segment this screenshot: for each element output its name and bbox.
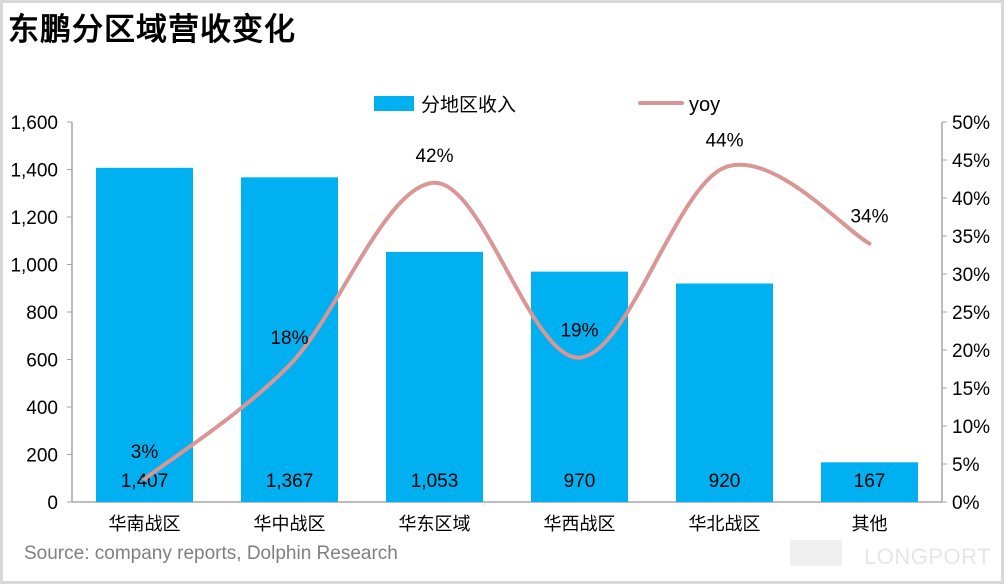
- bar: [386, 251, 483, 502]
- yoy-data-label: 42%: [415, 146, 453, 167]
- bar-data-label: 920: [709, 471, 741, 492]
- yoy-data-label: 34%: [850, 207, 888, 228]
- yoy-data-label: 44%: [705, 131, 743, 152]
- right-axis-tick-label: 45%: [952, 151, 990, 172]
- right-axis-tick-label: 50%: [952, 113, 990, 134]
- x-axis-category-label: 华中战区: [254, 514, 326, 534]
- left-axis-tick-label: 1,000: [10, 256, 58, 277]
- watermark-logo: LONGPORT: [864, 544, 992, 569]
- left-axis-tick-label: 200: [26, 446, 58, 467]
- yoy-data-label: 3%: [131, 442, 159, 463]
- x-axis-category-label: 华北战区: [689, 514, 761, 534]
- right-axis-tick-label: 35%: [952, 227, 990, 248]
- bar: [241, 177, 338, 502]
- left-axis-tick-label: 400: [26, 398, 58, 419]
- bar: [821, 462, 918, 502]
- chart-title: 东鹏分区域营收变化: [8, 12, 296, 48]
- legend-label-line: yoy: [689, 94, 720, 116]
- yoy-line: [142, 163, 872, 482]
- right-axis-tick-label: 5%: [952, 455, 980, 476]
- right-axis-tick-label: 40%: [952, 189, 990, 210]
- right-axis-tick-label: 25%: [952, 303, 990, 324]
- left-axis-tick-label: 1,400: [10, 161, 58, 182]
- bar-data-label: 1,407: [121, 471, 169, 492]
- bar-data-label: 1,367: [266, 471, 314, 492]
- bar-data-label: 1,053: [411, 471, 459, 492]
- right-axis-tick-label: 15%: [952, 379, 990, 400]
- left-axis-tick-label: 1,200: [10, 208, 58, 229]
- yoy-data-label: 18%: [270, 328, 308, 349]
- right-axis-tick-label: 10%: [952, 417, 990, 438]
- source-note: Source: company reports, Dolphin Researc…: [24, 543, 398, 564]
- x-axis-category-label: 华南战区: [109, 514, 181, 534]
- left-axis-tick-label: 1,600: [10, 113, 58, 134]
- x-axis-category-label: 华东区域: [399, 514, 471, 534]
- right-axis-tick-label: 30%: [952, 265, 990, 286]
- x-axis-category-label: 其他: [852, 514, 888, 534]
- left-axis-tick-label: 0: [47, 493, 58, 514]
- bar-data-label: 167: [854, 471, 886, 492]
- right-axis-tick-label: 20%: [952, 341, 990, 362]
- left-axis-tick-label: 800: [26, 303, 58, 324]
- yoy-data-label: 19%: [560, 321, 598, 342]
- legend-label-bar: 分地区收入: [421, 94, 516, 116]
- bar: [531, 271, 628, 502]
- bar: [676, 283, 773, 502]
- bar-data-label: 970: [564, 471, 596, 492]
- bar: [96, 167, 193, 502]
- right-axis-tick-label: 0%: [952, 493, 980, 514]
- left-axis-tick-label: 600: [26, 351, 58, 372]
- x-axis-category-label: 华西战区: [544, 514, 616, 534]
- legend-swatch-bar: [374, 96, 414, 111]
- watermark-logo-icon: [790, 540, 842, 566]
